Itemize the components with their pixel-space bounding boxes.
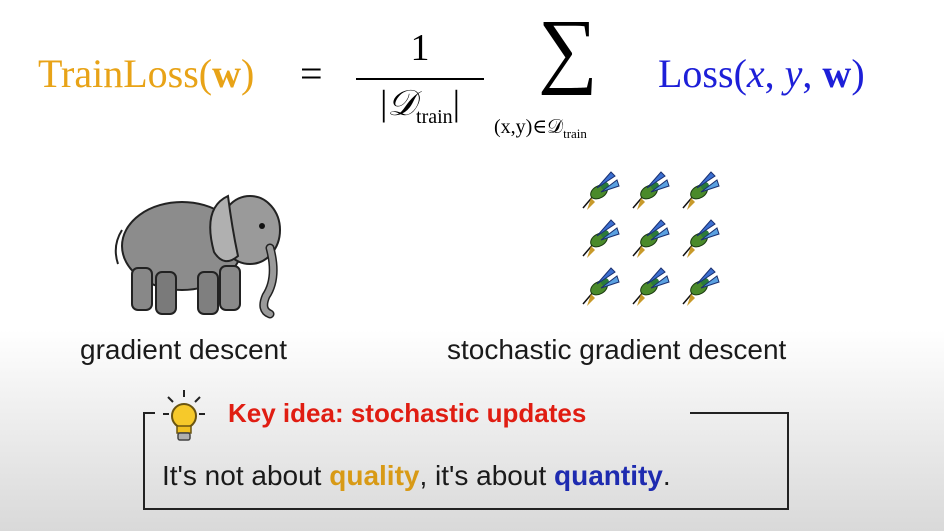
rhs-y: y [784,51,803,96]
key-idea-box-top-right [690,412,789,414]
key-idea-title: Key idea: stochastic updates [228,398,587,428]
lightbulb-icon [163,390,205,441]
sum-sub-sub: train [563,126,587,141]
elephant-illustration [114,194,281,319]
formula-lhs-arg: w [212,51,241,96]
rhs-name: Loss( [658,51,747,96]
caption-gradient-descent: gradient descent [80,334,288,365]
rhs-sep1: , [764,51,785,96]
den-open: | [380,83,388,123]
sum-sub-main: (x,y)∈𝒟 [494,116,564,138]
sigma-symbol: ∑ [538,3,598,96]
hummingbird-grid [582,171,720,307]
formula-equals: = [300,51,323,96]
den-set: 𝒟 [387,83,417,124]
key-body-part-2: , it's about [419,460,554,491]
rhs-sep2: , [802,51,823,96]
formula-summation: ∑ (x,y)∈𝒟train [494,8,638,152]
den-sub: train [416,106,453,129]
train-loss-formula: TrainLoss(w) = 1 |𝒟train| ∑ (x,y)∈𝒟train… [38,8,908,152]
den-close: | [452,83,460,123]
key-idea-box-top-left [143,412,155,414]
key-body-part-1: It's not about [162,460,330,491]
key-idea-body: It's not about quality, it's about quant… [162,460,671,492]
caption-stochastic-gradient-descent: stochastic gradient descent [447,334,787,365]
key-idea-box [143,412,789,510]
rhs-close: ) [851,51,865,96]
sum-subscript: (x,y)∈𝒟train [494,114,587,142]
formula-lhs-name: TrainLoss( [38,51,213,96]
key-body-part-3: . [662,460,671,491]
formula-lhs: TrainLoss(w) [38,50,254,97]
fraction-bar [356,78,484,80]
formula-numerator: 1 [410,27,430,69]
formula-fraction: 1 |𝒟train| [350,22,490,132]
keyword-quality: quality [329,460,420,491]
rhs-x: x [746,51,765,96]
formula-lhs-close: ) [241,51,255,96]
rhs-w: w [822,51,852,96]
formula-rhs: Loss(x, y, w) [658,50,865,97]
formula-denominator: |𝒟train| [350,82,490,129]
keyword-quantity: quantity [554,460,663,491]
